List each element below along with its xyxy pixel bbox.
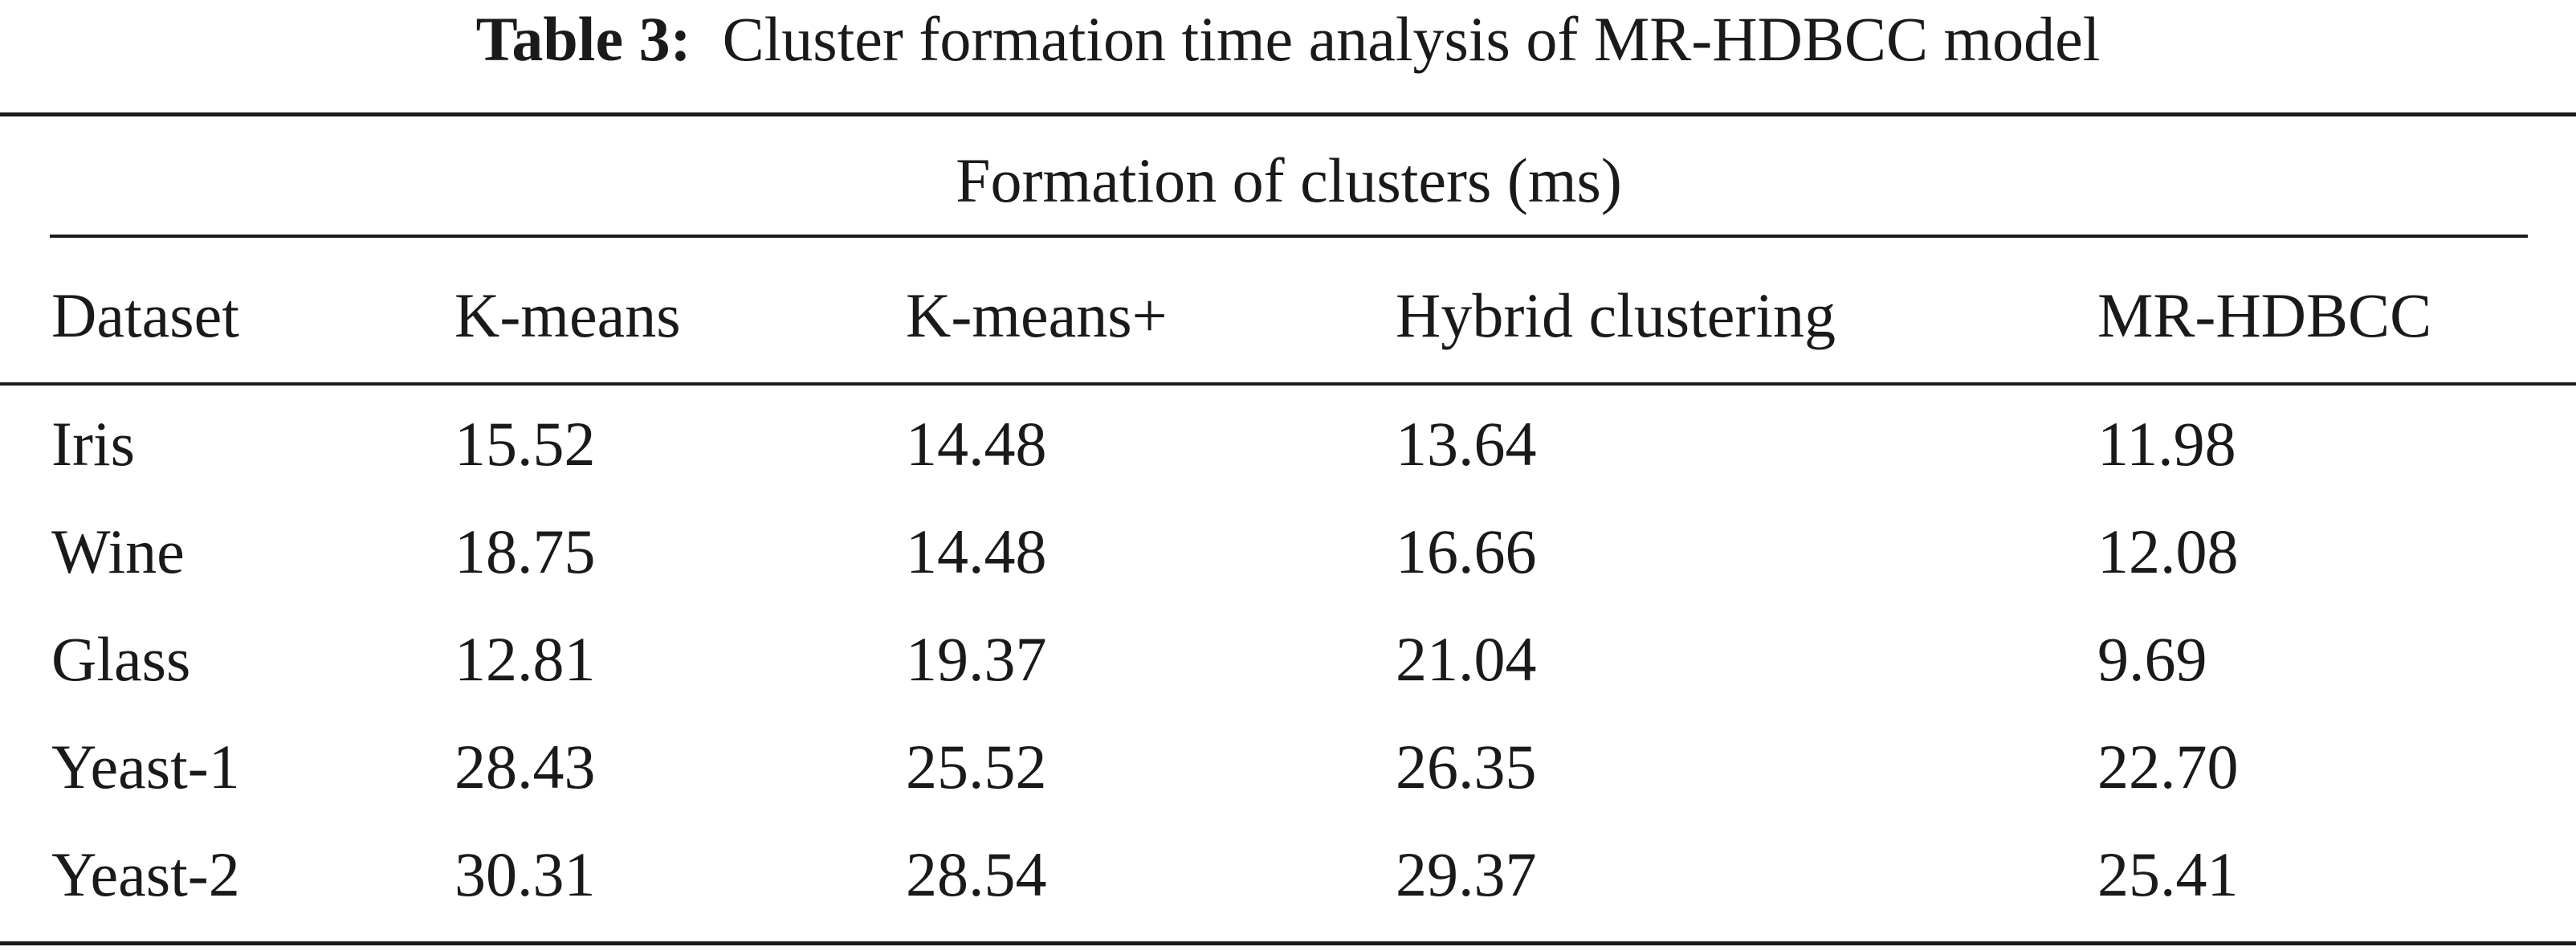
table-row: Yeast-1 28.43 25.52 26.35 22.70 (0, 713, 2576, 821)
column-group-header: Formation of clusters (ms) (956, 145, 1622, 215)
top-rule (0, 112, 2576, 116)
row-dataset-cell: Yeast-1 (51, 732, 240, 802)
row-k-means-cell: 28.43 (454, 732, 596, 802)
row-dataset-cell: Iris (51, 409, 135, 479)
row-k-means-cell: 12.81 (454, 624, 596, 694)
row-mr-hdbcc-cell: 12.08 (2097, 516, 2239, 586)
row-k-means-plus-cell: 14.48 (906, 516, 1047, 586)
table-row: Glass 12.81 19.37 21.04 9.69 (0, 606, 2576, 713)
row-mr-hdbcc-cell: 22.70 (2097, 732, 2239, 802)
column-group-rule (50, 235, 2528, 238)
row-dataset-cell: Yeast-2 (51, 839, 240, 909)
row-mr-hdbcc-cell: 11.98 (2097, 409, 2236, 479)
row-k-means-plus-cell: 25.52 (906, 732, 1047, 802)
header-rule (0, 382, 2576, 386)
table-row: Wine 18.75 14.48 16.66 12.08 (0, 498, 2576, 606)
row-k-means-cell: 15.52 (454, 409, 596, 479)
column-header-k-means-plus: K-means+ (906, 280, 1168, 350)
table-caption: Table 3: Cluster formation time analysis… (0, 0, 2576, 88)
table-row: Yeast-2 30.31 28.54 29.37 25.41 (0, 821, 2576, 929)
table-caption-text: Cluster formation time analysis of MR-HD… (722, 4, 2101, 74)
row-k-means-cell: 30.31 (454, 839, 596, 909)
row-hybrid-clustering-cell: 29.37 (1396, 839, 1537, 909)
bottom-rule (0, 941, 2576, 945)
row-hybrid-clustering-cell: 13.64 (1396, 409, 1537, 479)
table-header-row: Dataset K-means K-means+ Hybrid clusteri… (0, 262, 2576, 369)
row-hybrid-clustering-cell: 21.04 (1396, 624, 1537, 694)
column-header-dataset: Dataset (51, 280, 239, 350)
table-caption-label: Table 3: (475, 4, 691, 74)
row-hybrid-clustering-cell: 26.35 (1396, 732, 1537, 802)
row-k-means-plus-cell: 14.48 (906, 409, 1047, 479)
row-k-means-cell: 18.75 (454, 516, 596, 586)
column-header-mr-hdbcc: MR-HDBCC (2097, 280, 2432, 350)
row-k-means-plus-cell: 28.54 (906, 839, 1047, 909)
row-hybrid-clustering-cell: 16.66 (1396, 516, 1537, 586)
row-k-means-plus-cell: 19.37 (906, 624, 1047, 694)
row-dataset-cell: Wine (51, 516, 185, 586)
row-dataset-cell: Glass (51, 624, 191, 694)
column-header-hybrid-clustering: Hybrid clustering (1396, 280, 1836, 350)
row-mr-hdbcc-cell: 25.41 (2097, 839, 2239, 909)
row-mr-hdbcc-cell: 9.69 (2097, 624, 2207, 694)
column-header-k-means: K-means (454, 280, 681, 350)
table-row: Iris 15.52 14.48 13.64 11.98 (0, 390, 2576, 498)
